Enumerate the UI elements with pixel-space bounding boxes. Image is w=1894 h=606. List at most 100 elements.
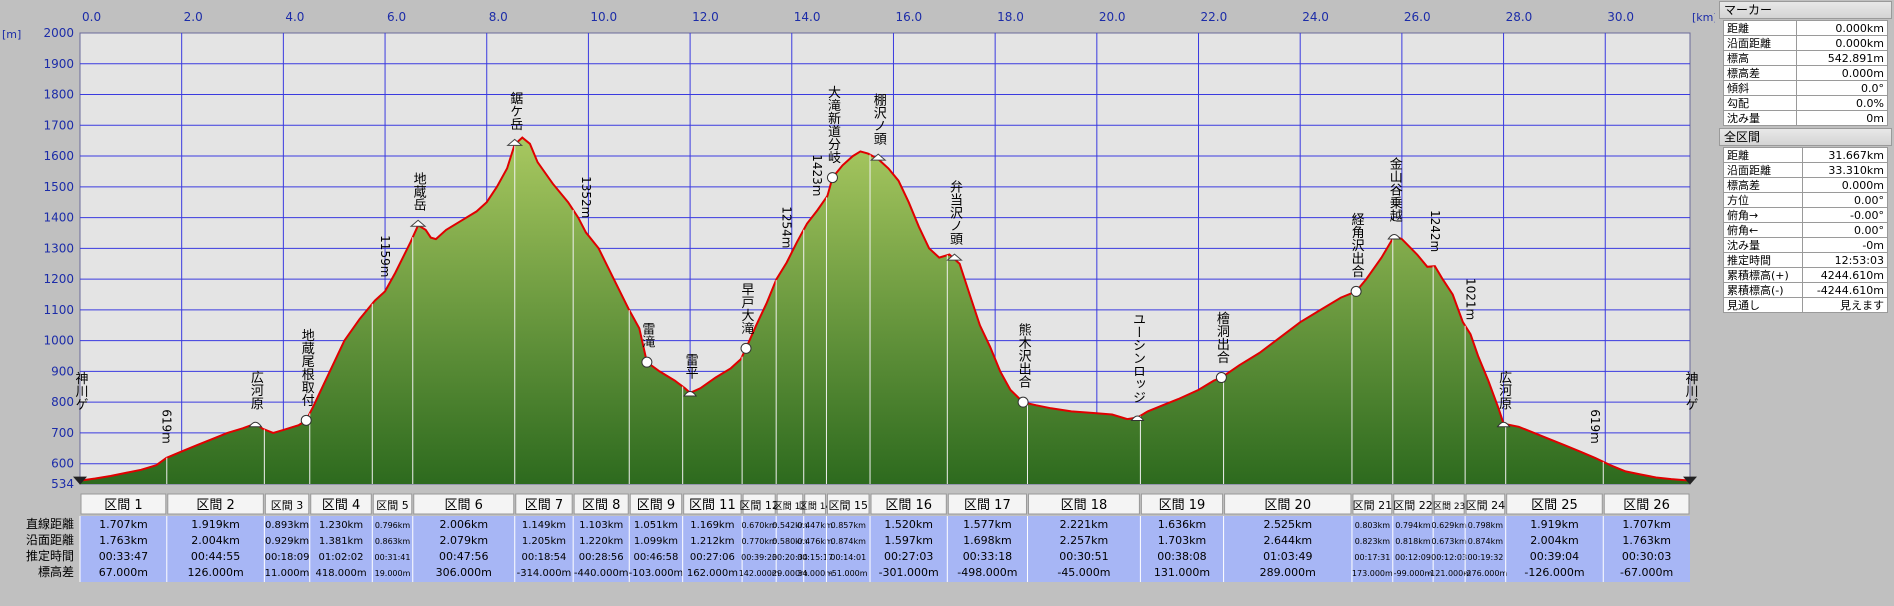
- annotation-label: ユーシンロッジ: [1130, 313, 1145, 404]
- total-row: 俯角→ -0.00°: [1723, 207, 1889, 223]
- segment-value: 0.803km: [1355, 521, 1391, 530]
- segment-name: 区間 17: [964, 498, 1011, 513]
- segment-header-cell: [870, 493, 947, 515]
- segment-value: 0.580km: [772, 537, 808, 546]
- place-icon: [1130, 415, 1145, 422]
- marker-label: 標高差: [1722, 65, 1798, 81]
- x-tick-label: 10.0: [590, 10, 617, 24]
- waypoint-icon: [826, 172, 838, 184]
- marker-row: 標高差 0.000m: [1722, 65, 1888, 81]
- total-label: 方位: [1723, 192, 1803, 208]
- segment-value: 0.893km: [265, 520, 309, 531]
- segment-header-cell: [776, 493, 804, 515]
- annotation-label: 檜洞出合: [1214, 311, 1230, 364]
- x-tick-label: 24.0: [1302, 10, 1329, 24]
- marker-label: 勾配: [1722, 95, 1798, 111]
- segment-value: 1.597km: [884, 534, 933, 547]
- endpoint-icon: [1683, 476, 1697, 485]
- annotation-label: 1242m: [1428, 210, 1442, 252]
- total-label: 推定時間: [1723, 252, 1803, 268]
- segment-value: 0.857km: [831, 521, 867, 530]
- segment-value: 1.205km: [522, 536, 566, 547]
- total-row: 累積標高(-) -4244.610m: [1723, 282, 1889, 298]
- segment-value: 01:03:49: [1263, 550, 1312, 563]
- segment-value: 1.763km: [1622, 534, 1671, 547]
- segment-value: 1.103km: [579, 520, 623, 531]
- segment-value: 2.525km: [1263, 518, 1312, 531]
- segment-name: 区間 15: [828, 499, 868, 512]
- segment-value: -126.000m: [1524, 566, 1584, 579]
- segment-header-cell: [515, 493, 573, 515]
- segment-value: 306.000m: [436, 566, 492, 579]
- segment-value: 2.079km: [439, 534, 488, 547]
- waypoint-icon: [641, 356, 653, 368]
- segment-value: 00:46:58: [633, 552, 678, 563]
- annotation-label: 大滝新道分岐: [825, 86, 841, 164]
- segment-value: 29.000m: [772, 569, 808, 578]
- peak-icon: [409, 219, 427, 227]
- marker-value: 0.0°: [1796, 80, 1888, 96]
- segment-name: 区間 6: [445, 498, 483, 513]
- segment-value: 00:27:03: [884, 550, 933, 563]
- place-icon: [1496, 421, 1511, 428]
- marker-table: 距離 0.000km 沿面距離 0.000km 標高 542.891m 標高差 0.000m 傾…: [1722, 20, 1888, 126]
- x-tick-label: 28.0: [1506, 10, 1533, 24]
- x-tick-label: 2.0: [184, 10, 203, 24]
- segment-value: 142.000m: [739, 569, 780, 578]
- annotation-label: 1254m: [780, 206, 794, 248]
- total-table: 距離 31.667km 沿面距離 33.310km 標高差 0.000m 方位 0.00° 俯角…: [1723, 147, 1889, 313]
- segment-value: 00:33:18: [963, 550, 1012, 563]
- marker-value: 542.891m: [1796, 50, 1888, 66]
- segment-name: 区間 12: [739, 499, 779, 512]
- segment-value: 1.051km: [634, 520, 678, 531]
- x-tick-label: 4.0: [285, 10, 304, 24]
- segment-value: 0.798km: [1468, 521, 1504, 530]
- peak-icon: [506, 138, 524, 146]
- segment-name: 区間 13: [774, 501, 806, 512]
- total-value: 0.00°: [1801, 192, 1889, 208]
- segment-value: 1.381km: [319, 536, 363, 547]
- segment-name: 区間 2: [196, 498, 234, 513]
- segment-name: 区間 8: [582, 498, 620, 513]
- x-tick-label: 20.0: [1099, 10, 1126, 24]
- y-tick-label: 2000: [43, 26, 74, 40]
- segment-value: 418.000m: [315, 568, 366, 579]
- marker-value: 0.0%: [1796, 95, 1888, 111]
- endpoint-icon: [73, 476, 87, 485]
- table-row-label: 標高差: [38, 564, 74, 579]
- x-tick-label: 16.0: [895, 10, 922, 24]
- x-tick-label: 14.0: [794, 10, 821, 24]
- segment-header-cell: [372, 493, 413, 515]
- segment-header-cell: [742, 493, 776, 515]
- segment-header-cell: [310, 493, 372, 515]
- segment-value: 00:20:34: [772, 553, 808, 562]
- total-row: 標高差 0.000m: [1723, 177, 1889, 193]
- x-tick-label: 22.0: [1201, 10, 1228, 24]
- profile-svg: [m] [km] 534 600 700 800 900 1000 1100 1200 1300 14…: [2, 10, 1715, 582]
- annotation-label: 1352m: [579, 176, 593, 218]
- segment-name: 区間 4: [322, 498, 360, 513]
- terrain-area: [80, 137, 1690, 484]
- segment-header-cell: [413, 493, 515, 515]
- segment-name: 区間 24: [1466, 499, 1506, 512]
- waypoint-icon: [1017, 396, 1029, 408]
- annotation-label: 広河原: [1496, 371, 1512, 410]
- segment-value: 00:18:09: [265, 552, 310, 563]
- segment-name: 区間 19: [1159, 498, 1206, 513]
- peak-icon: [946, 253, 963, 261]
- y-tick-label: 1800: [43, 88, 74, 102]
- marker-label: 標高: [1722, 50, 1798, 66]
- y-tick-label: 1400: [43, 211, 74, 225]
- total-value: 12:53:03: [1801, 252, 1889, 268]
- segment-name: 区間 20: [1264, 498, 1311, 513]
- segment-value: 1.919km: [191, 518, 240, 531]
- segment-value: 2.006km: [439, 518, 488, 531]
- total-value: 31.667km: [1801, 147, 1889, 163]
- marker-value: 0.000m: [1796, 65, 1888, 81]
- x-tick-label: 8.0: [489, 10, 508, 24]
- segment-value: 1.763km: [99, 534, 148, 547]
- segment-value: 00:12:09: [1395, 553, 1431, 562]
- y-tick-label: 1200: [43, 272, 74, 286]
- segment-header-cell: [1027, 493, 1140, 515]
- waypoint-icon: [1350, 285, 1362, 297]
